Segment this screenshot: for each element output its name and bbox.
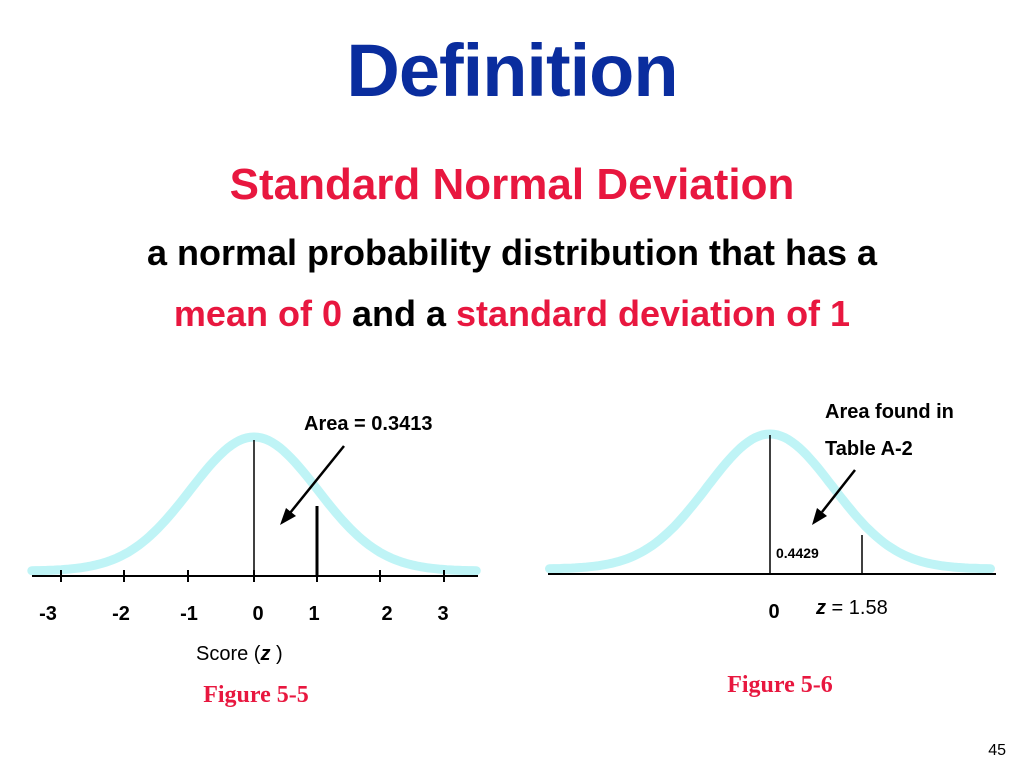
right-area-value: 0.4429 xyxy=(776,545,819,561)
slide-subtitle: Standard Normal Deviation xyxy=(229,160,795,209)
tick-label-neg3: -3 xyxy=(39,603,57,625)
tick-label-3: 3 xyxy=(437,603,448,625)
tick-label-2: 2 xyxy=(381,603,392,625)
tick-label-1: 1 xyxy=(308,603,319,625)
axis-title-var: z xyxy=(259,643,270,665)
left-arrow-head xyxy=(280,508,296,525)
axis-title-suffix: ) xyxy=(270,643,282,665)
tick-label-neg1: -1 xyxy=(180,603,198,625)
sd-text: standard deviation of 1 xyxy=(456,293,851,334)
figure-5-5: -3 -2 -1 0 1 2 3 Area = 0.3413 Score (z … xyxy=(27,413,481,708)
left-caption: Figure 5-5 xyxy=(203,682,309,708)
connector-text: and a xyxy=(341,293,456,334)
right-zero-label: 0 xyxy=(768,601,779,623)
left-tick-labels: -3 -2 -1 0 1 2 3 xyxy=(39,603,448,625)
right-bell-curve xyxy=(545,429,995,574)
z-eq: = 1.58 xyxy=(826,597,888,619)
right-annotation-line-1: Area found in xyxy=(825,401,954,423)
tick-label-neg2: -2 xyxy=(112,603,130,625)
page-number: 45 xyxy=(988,742,1006,759)
mean-text: mean of 0 xyxy=(173,293,342,334)
left-arrow-shaft xyxy=(289,445,345,514)
right-caption: Figure 5-6 xyxy=(727,672,833,698)
slide-title: Definition xyxy=(346,29,678,112)
right-z-label: z = 1.58 xyxy=(815,597,888,619)
definition-line-1: a normal probability distribution that h… xyxy=(146,232,878,273)
left-bell-curve xyxy=(27,432,481,576)
figures-canvas: -3 -2 -1 0 1 2 3 Area = 0.3413 Score (z … xyxy=(27,401,996,708)
right-arrow-shaft xyxy=(821,469,856,513)
left-axis-title: Score (z ) xyxy=(196,643,283,665)
tick-label-0: 0 xyxy=(252,603,263,625)
definition-line-2: mean of 0 and a standard deviation of 1 xyxy=(0,293,1024,335)
right-arrow-head xyxy=(812,508,827,525)
right-annotation-line-2: Table A-2 xyxy=(825,438,913,460)
left-ticks xyxy=(60,570,445,582)
z-var: z xyxy=(815,597,826,619)
figure-5-6: Area found in Table A-2 0.4429 0 z = 1.5… xyxy=(545,401,996,698)
axis-title-prefix: Score ( xyxy=(196,643,261,665)
left-area-label: Area = 0.3413 xyxy=(304,413,432,435)
